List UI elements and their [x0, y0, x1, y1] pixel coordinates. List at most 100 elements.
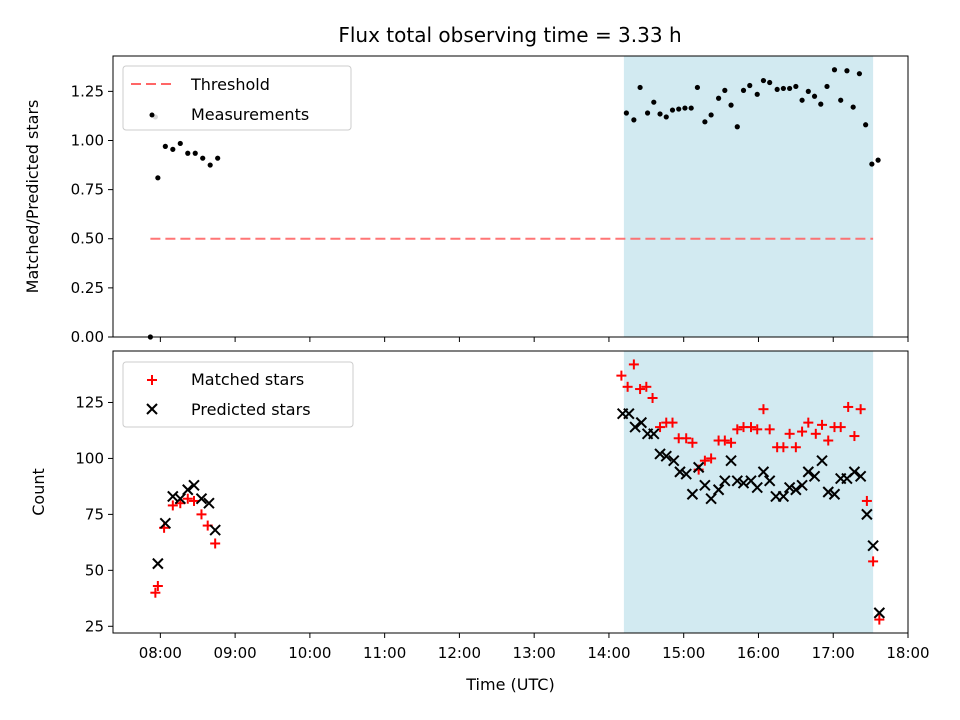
- bottom-xtick-label: 08:00: [139, 644, 182, 662]
- legend-matched-label: Matched stars: [191, 370, 304, 389]
- predicted-star-point: [209, 524, 221, 536]
- bottom-xtick-label: 10:00: [288, 644, 331, 662]
- bottom-xtick-label: 09:00: [213, 644, 256, 662]
- bottom-x-axis-label: Time (UTC): [465, 675, 554, 694]
- matched-star-point: [699, 455, 710, 466]
- bottom-ytick-label: 75: [85, 505, 104, 523]
- measurement-point: [637, 84, 643, 91]
- measurement-point: [824, 83, 830, 90]
- top-axes-frame: [112, 55, 909, 338]
- matched-star-point: [182, 493, 193, 504]
- matched-star-point: [874, 614, 885, 625]
- measurement-point: [215, 155, 221, 161]
- measurement-point: [715, 95, 722, 101]
- predicted-star-point: [867, 540, 879, 552]
- measurement-point: [754, 91, 760, 97]
- measurement-point: [747, 82, 753, 89]
- matched-star-point: [616, 370, 627, 381]
- bottom-xtick-label: 18:00: [886, 644, 929, 662]
- bottom-y-axis-label: Count: [29, 468, 48, 516]
- predicted-star-point: [699, 479, 711, 491]
- predicted-star-point: [725, 454, 737, 467]
- predicted-star-point: [203, 497, 215, 509]
- measurement-point: [740, 87, 747, 93]
- matched-star-point: [758, 404, 769, 415]
- matched-star-point: [849, 431, 860, 442]
- measurement-point: [192, 150, 198, 156]
- matched-star-point: [667, 417, 678, 428]
- predicted-star-point: [796, 479, 808, 491]
- bottom-xtick-label: 15:00: [662, 644, 705, 662]
- predicted-star-point: [174, 493, 186, 505]
- matched-star-point: [835, 422, 846, 433]
- bottom-legend-box: [122, 361, 354, 428]
- measurement-point: [623, 110, 629, 116]
- bottom-axes-frame: [112, 350, 909, 634]
- bottom-xtick-label: 17:00: [812, 644, 855, 662]
- top-ytick-label: 0.75: [71, 181, 104, 199]
- predicted-star-point: [861, 508, 873, 521]
- measurement-point: [767, 79, 773, 86]
- chart-title: Flux total observing time = 3.33 h: [338, 23, 681, 47]
- predicted-star-point: [854, 470, 867, 483]
- measurement-point: [200, 155, 206, 161]
- bottom-xtick-label: 16:00: [737, 644, 780, 662]
- predicted-star-point: [763, 475, 776, 487]
- legend-threshold-label: Threshold: [190, 75, 270, 94]
- top-ytick-label: 1.00: [71, 131, 104, 149]
- bottom-xtick-label: 14:00: [587, 644, 630, 662]
- predicted-star-point: [802, 466, 815, 478]
- measurement-point: [702, 119, 708, 125]
- predicted-star-point: [808, 470, 821, 483]
- top-x-ticks: [159, 337, 909, 342]
- predicted-stars-series: [152, 407, 886, 619]
- top-ytick-label: 1.25: [71, 82, 104, 100]
- bottom-panel: 25 50 75 100 125 08:00 09:00 10:00 11:00 12:00 13…: [29, 350, 930, 694]
- matched-star-point: [719, 435, 730, 446]
- predicted-star-point: [848, 466, 861, 478]
- legend-matched-swatch: [147, 375, 157, 385]
- measurement-point: [688, 105, 694, 111]
- predicted-star-point: [159, 517, 172, 530]
- measurement-point: [856, 71, 863, 77]
- matched-star-point: [152, 581, 163, 591]
- top-ytick-label: 0.25: [71, 279, 104, 297]
- top-panel: 0.00 0.25 0.50 0.75 1.00 1.25 Matched/Predict…: [23, 55, 909, 346]
- bottom-xtick-label: 13:00: [513, 644, 556, 662]
- predicted-star-point: [674, 466, 686, 478]
- predicted-star-point: [635, 416, 648, 429]
- top-y-axis-label: Matched/Predicted stars: [23, 100, 42, 294]
- predicted-star-point: [195, 493, 208, 505]
- measurement-point: [734, 124, 740, 130]
- measurement-point: [663, 114, 669, 120]
- predicted-star-point: [873, 607, 886, 619]
- predicted-star-point: [828, 488, 841, 500]
- predicted-star-point: [790, 484, 802, 496]
- measurement-point: [787, 85, 793, 92]
- predicted-star-point: [822, 486, 834, 498]
- bottom-x-ticks: 08:00 09:00 10:00 11:00 12:00 13:00 14:00 15:00…: [139, 633, 930, 662]
- measurement-point: [863, 122, 869, 128]
- predicted-star-point: [777, 490, 790, 503]
- bottom-ytick-label: 25: [85, 617, 104, 635]
- predicted-star-point: [705, 493, 717, 505]
- predicted-star-point: [719, 475, 731, 487]
- matched-star-point: [817, 419, 828, 430]
- matched-star-point: [628, 359, 639, 370]
- matched-star-point: [188, 495, 199, 506]
- matched-star-point: [778, 442, 789, 453]
- predicted-star-point: [751, 481, 763, 494]
- legend-predicted-label: Predicted stars: [191, 400, 311, 419]
- measurement-point: [682, 105, 688, 111]
- measurement-point: [760, 77, 767, 84]
- matched-star-point: [641, 381, 652, 392]
- matched-star-point: [861, 495, 872, 506]
- measurement-point: [657, 111, 663, 117]
- bottom-ytick-label: 125: [75, 393, 104, 411]
- measurement-point: [207, 162, 213, 168]
- matched-star-point: [784, 428, 795, 439]
- measurement-point: [774, 86, 780, 93]
- measurement-point: [728, 102, 734, 108]
- matched-star-point: [635, 384, 646, 395]
- matched-star-point: [167, 500, 178, 511]
